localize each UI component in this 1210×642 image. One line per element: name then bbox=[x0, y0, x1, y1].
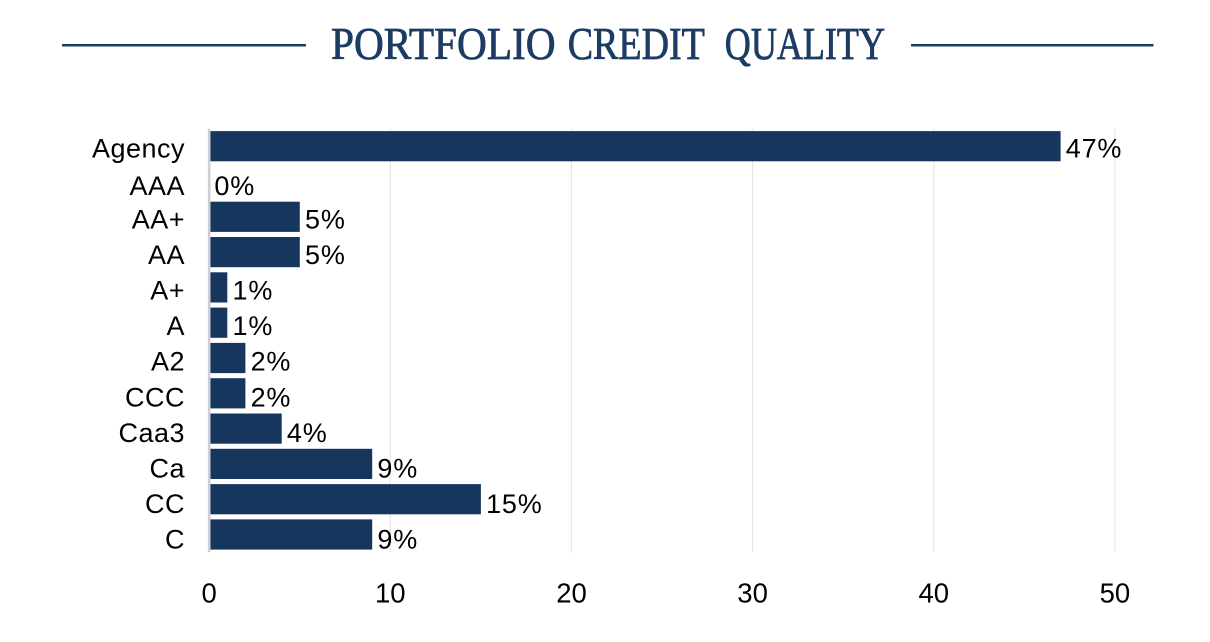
svg-text:5%: 5% bbox=[305, 240, 346, 270]
svg-text:Agency: Agency bbox=[92, 133, 185, 163]
svg-text:30: 30 bbox=[737, 577, 768, 608]
svg-text:C: C bbox=[165, 524, 185, 554]
svg-text:A: A bbox=[166, 311, 185, 341]
svg-text:0%: 0% bbox=[214, 171, 255, 201]
svg-text:PORTFOLIO: PORTFOLIO bbox=[331, 18, 556, 69]
svg-text:9%: 9% bbox=[377, 453, 418, 483]
svg-text:40: 40 bbox=[919, 577, 950, 608]
svg-text:Ca: Ca bbox=[149, 453, 185, 483]
svg-text:0: 0 bbox=[202, 577, 217, 608]
svg-text:9%: 9% bbox=[377, 524, 418, 554]
svg-text:AAA: AAA bbox=[129, 171, 185, 201]
svg-text:2%: 2% bbox=[251, 382, 292, 412]
svg-text:20: 20 bbox=[556, 577, 587, 608]
svg-text:2%: 2% bbox=[251, 347, 292, 377]
svg-text:5%: 5% bbox=[305, 205, 346, 235]
svg-text:47%: 47% bbox=[1066, 133, 1122, 163]
svg-text:15%: 15% bbox=[486, 489, 542, 519]
svg-text:QUALITY: QUALITY bbox=[725, 18, 885, 69]
svg-text:CC: CC bbox=[145, 489, 185, 519]
svg-text:10: 10 bbox=[375, 577, 406, 608]
svg-text:AA: AA bbox=[148, 240, 185, 270]
svg-text:4%: 4% bbox=[287, 418, 328, 448]
svg-text:1%: 1% bbox=[233, 276, 274, 306]
svg-text:50: 50 bbox=[1100, 577, 1131, 608]
svg-text:CREDIT: CREDIT bbox=[568, 18, 705, 69]
svg-text:AA+: AA+ bbox=[132, 205, 185, 235]
svg-text:A2: A2 bbox=[151, 347, 185, 377]
svg-text:CCC: CCC bbox=[125, 382, 185, 412]
svg-text:1%: 1% bbox=[233, 311, 274, 341]
svg-text:Caa3: Caa3 bbox=[118, 418, 185, 448]
svg-text:A+: A+ bbox=[150, 276, 185, 306]
